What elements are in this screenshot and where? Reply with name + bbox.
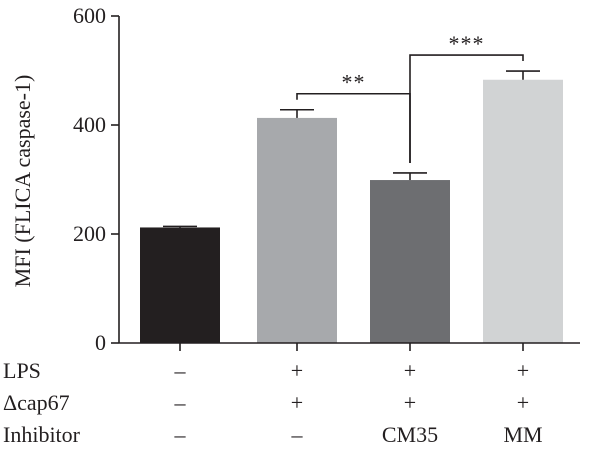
y-tick-label: 0 <box>95 330 106 355</box>
condition-row-label: Inhibitor <box>3 422 81 447</box>
condition-value: + <box>404 390 416 415</box>
y-axis: 0 200 400 600 <box>73 3 120 355</box>
condition-value: – <box>174 390 187 415</box>
y-tick-label: 400 <box>73 112 106 137</box>
bar <box>257 117 337 343</box>
condition-value: – <box>291 422 304 447</box>
condition-value: + <box>404 358 416 383</box>
bar <box>370 180 450 343</box>
condition-row-label: LPS <box>3 358 41 383</box>
bar <box>483 79 563 343</box>
condition-value: + <box>517 358 529 383</box>
bars <box>140 79 563 343</box>
condition-table: LPS – + + + Δcap67 – + + + Inhibitor – – CM35 MM <box>3 358 543 447</box>
significance-bracket <box>409 54 524 163</box>
condition-value: + <box>517 390 529 415</box>
bar <box>140 227 220 343</box>
condition-value: – <box>174 422 187 447</box>
condition-value: – <box>174 358 187 383</box>
y-axis-label: MFI (FLICA caspase-1) <box>10 75 35 288</box>
error-bars <box>163 70 540 228</box>
condition-value: MM <box>503 422 542 447</box>
significance-label: ** <box>342 70 366 95</box>
condition-value: + <box>291 358 303 383</box>
condition-row-label: Δcap67 <box>3 390 70 415</box>
significance-brackets: ***** <box>296 31 524 163</box>
y-tick-label: 200 <box>73 221 106 246</box>
condition-value: CM35 <box>382 422 438 447</box>
x-axis <box>119 342 580 351</box>
y-tick-label: 600 <box>73 3 106 28</box>
condition-value: + <box>291 390 303 415</box>
significance-label: *** <box>449 31 485 56</box>
